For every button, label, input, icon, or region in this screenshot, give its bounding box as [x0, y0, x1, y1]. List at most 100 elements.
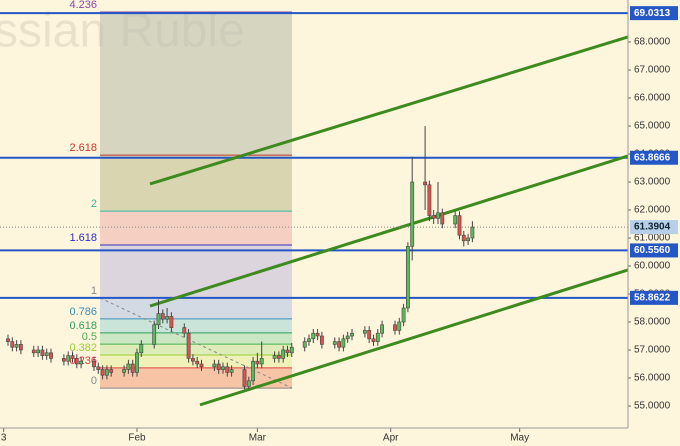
candle-body	[276, 355, 281, 359]
candle-body	[61, 358, 66, 362]
candle-body	[6, 338, 10, 342]
candle-body	[156, 313, 161, 326]
fib-band	[100, 318, 293, 333]
fib-label: 0.5	[82, 331, 97, 343]
plot-area: ssian Ruble00.2360.3820.50.6180.78611.61…	[0, 0, 628, 407]
fib-label: 1.618	[69, 232, 97, 244]
fib-band	[100, 211, 293, 246]
fib-label: 0.786	[69, 306, 97, 318]
candle-body	[307, 338, 311, 342]
y-tick-label: 60.0000	[634, 261, 671, 272]
y-tick-label: 68.0000	[634, 37, 671, 48]
candle-body	[375, 332, 380, 342]
candle-body	[251, 360, 255, 382]
candle-body	[126, 363, 131, 370]
candle-body	[345, 335, 350, 340]
last-price-box	[630, 220, 678, 235]
level-label: 63.8666	[634, 152, 671, 163]
candle-body	[195, 360, 200, 365]
fib-band	[100, 332, 293, 345]
candle-body	[44, 352, 49, 356]
candle-body	[31, 349, 36, 354]
candle-body	[40, 349, 45, 356]
candle-body	[221, 366, 225, 370]
last-price-label: 61.3904	[634, 222, 671, 233]
candle-body	[160, 313, 165, 320]
candle-body	[302, 341, 307, 348]
candle-body	[246, 380, 251, 387]
fib-label: 4.236	[69, 0, 97, 11]
candle-body	[466, 237, 470, 242]
fib-band	[100, 12, 293, 156]
y-tick-label: 55.0000	[634, 401, 671, 412]
candle-body	[199, 363, 204, 368]
candle-body	[337, 341, 341, 348]
candle-body	[100, 369, 105, 376]
candle-body	[104, 369, 109, 376]
candle-body	[423, 181, 427, 186]
fib-band	[100, 344, 293, 356]
y-tick-label: 62.0000	[634, 205, 671, 216]
y-tick-label: 66.0000	[634, 93, 671, 104]
x-tick-label: 3	[1, 433, 7, 444]
candle-body	[431, 215, 436, 219]
level-box	[630, 290, 678, 305]
candle-body	[169, 316, 174, 328]
candle-body	[70, 355, 75, 359]
candle-body	[401, 307, 406, 323]
trendline	[199, 268, 628, 407]
candle-body	[380, 324, 384, 334]
candle-body	[315, 332, 320, 337]
candle-body	[362, 330, 367, 334]
candle-body	[49, 352, 53, 359]
trendline	[149, 154, 628, 308]
candle-body	[186, 332, 191, 359]
candle-body	[152, 324, 157, 345]
candle-body	[311, 332, 316, 340]
x-tick-label: Mar	[249, 433, 267, 444]
candle-body	[190, 358, 195, 362]
candle-body	[332, 341, 337, 345]
x-tick-label: Apr	[383, 433, 399, 444]
candle-body	[272, 355, 277, 359]
level-box	[630, 6, 678, 21]
candle-body	[225, 366, 230, 373]
candle-body	[427, 184, 432, 216]
candle-body	[109, 369, 114, 373]
candle-body	[319, 335, 324, 345]
fib-label: 2	[91, 198, 97, 210]
candle-body	[14, 344, 19, 348]
candle-body	[436, 212, 440, 219]
y-tick-label: 65.0000	[634, 121, 671, 132]
level-box	[630, 243, 678, 258]
candle-body	[165, 316, 169, 320]
y-tick-label: 56.0000	[634, 373, 671, 384]
candle-body	[393, 324, 397, 331]
y-tick-label: 63.0000	[634, 177, 671, 188]
candle-body	[461, 234, 466, 242]
candle-body	[440, 212, 445, 225]
level-label: 58.8622	[634, 292, 671, 303]
candle-body	[182, 327, 187, 334]
fib-label: 1	[91, 285, 97, 297]
candle-body	[216, 363, 221, 370]
candle-body	[341, 338, 346, 348]
x-tick-label: Feb	[128, 433, 146, 444]
candle-body	[289, 346, 294, 354]
candle-body	[255, 360, 260, 365]
candle-body	[130, 363, 135, 373]
candle-body	[122, 369, 126, 373]
candle-body	[259, 358, 264, 365]
candle-body	[135, 352, 139, 373]
candle-body	[242, 369, 247, 387]
fib-band	[100, 297, 293, 319]
candle-body	[212, 363, 217, 368]
candle-body	[470, 226, 475, 239]
level-label: 60.5560	[634, 245, 671, 256]
candle-body	[285, 349, 290, 354]
fib-label: 0	[91, 375, 97, 387]
level-label: 69.0313	[634, 8, 671, 19]
candle-body	[229, 369, 234, 373]
candle-body	[457, 215, 462, 236]
